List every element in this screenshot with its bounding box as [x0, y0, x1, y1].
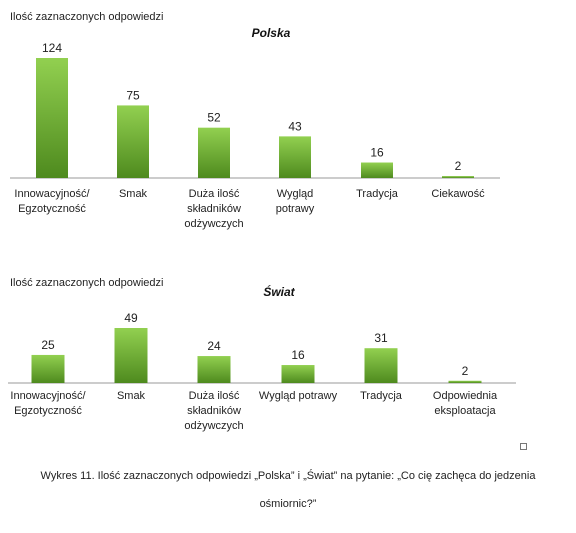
- bar-0: [36, 58, 68, 178]
- data-label-5: 2: [455, 159, 462, 173]
- category-label-1: Smak: [117, 390, 146, 402]
- chart-polska-svg: Ilość zaznaczonych odpowiedzi Polska 124 In…: [10, 11, 500, 230]
- category-label-4: Tradycja: [356, 188, 399, 200]
- bar-4: [364, 348, 398, 383]
- category-label-2: Duża ilość składników odżywczych: [184, 188, 243, 230]
- bar-0: [31, 354, 65, 383]
- bar-3: [281, 365, 315, 383]
- category-label-3: Wygląd potrawy: [276, 188, 315, 215]
- data-label-3: 43: [288, 119, 302, 133]
- bar-2: [198, 127, 230, 178]
- bar-3: [279, 136, 311, 178]
- data-label-0: 25: [41, 338, 55, 352]
- chart-swiat-svg: Ilość zaznaczonych odpowiedzi Świat 25 Inno…: [8, 277, 516, 432]
- bar-1: [114, 328, 148, 383]
- chart-swiat: Ilość zaznaczonych odpowiedzi Świat 25 Inno…: [0, 268, 576, 448]
- data-label-1: 49: [124, 311, 138, 325]
- data-label-2: 52: [207, 111, 221, 125]
- category-label-5: Ciekawość: [431, 188, 485, 200]
- chart-polska: Ilość zaznaczonych odpowiedzi Polska 124 In…: [0, 0, 576, 250]
- figure-caption-line1: Wykres 11. Ilość zaznaczonych odpowiedzi…: [40, 470, 536, 482]
- bar-1: [117, 105, 149, 178]
- bar-4: [361, 162, 393, 178]
- category-label-0: Innowacyjność/Egzotyczność: [14, 188, 90, 215]
- y-axis-label: Ilość zaznaczonych odpowiedzi: [10, 11, 163, 23]
- data-label-3: 16: [291, 348, 305, 362]
- data-label-5: 2: [462, 364, 469, 378]
- figure-caption-line2: ośmiornic?”: [259, 498, 317, 510]
- bar-5: [448, 380, 482, 383]
- category-label-4: Tradycja: [360, 390, 403, 402]
- bar-2: [197, 356, 231, 383]
- category-label-5: Odpowiednia eksploatacja: [433, 390, 498, 417]
- chart-title: Świat: [263, 284, 295, 299]
- category-label-0: Innowacyjność/Egzotyczność: [10, 390, 86, 417]
- category-label-3: Wygląd potrawy: [259, 390, 338, 402]
- data-label-4: 31: [374, 331, 388, 345]
- data-label-4: 16: [370, 146, 384, 160]
- chart-title: Polska: [252, 26, 291, 40]
- data-label-0: 124: [42, 41, 62, 55]
- data-label-2: 24: [207, 339, 221, 353]
- category-label-2: Duża ilość składników odżywczych: [184, 390, 243, 432]
- category-label-1: Smak: [119, 188, 148, 200]
- y-axis-label: Ilość zaznaczonych odpowiedzi: [10, 277, 163, 289]
- data-label-1: 75: [126, 88, 140, 102]
- bar-5: [442, 176, 474, 178]
- anchor-marker: [520, 443, 527, 450]
